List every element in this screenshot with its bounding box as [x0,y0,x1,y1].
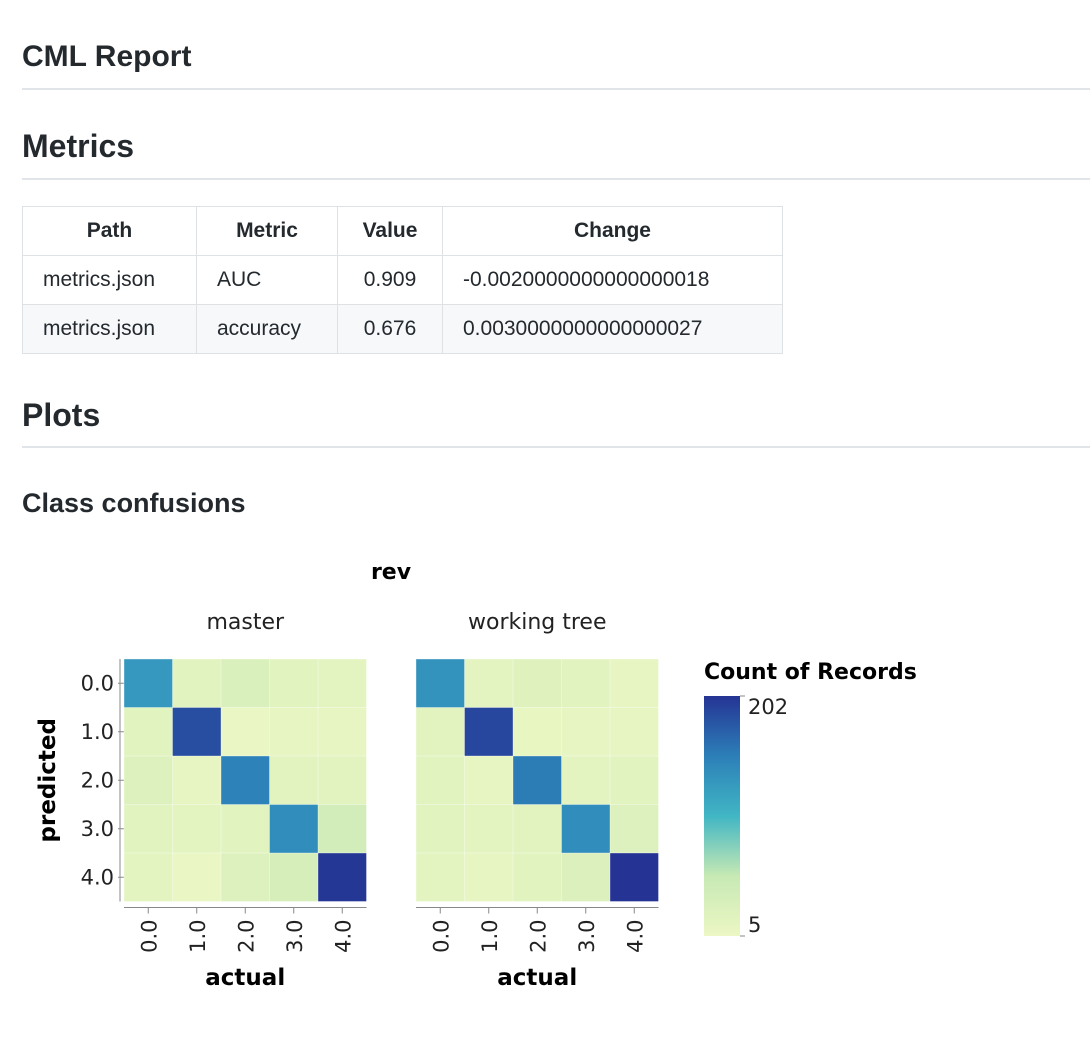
heatmap-cell [561,659,610,708]
table-header-row: Path Metric Value Change [22,206,783,256]
x-tick-label: 4.0 [623,920,647,953]
heatmap-cell [416,756,465,805]
cell-value: 0.676 [337,304,443,354]
heatmap-cell [221,659,270,708]
heatmap-cell [124,707,173,756]
heatmap-cell [318,853,367,902]
confusion-matrix-chart: rev predicted 0.0 1.0 2.0 3.0 4.0 master 0.0 1.0 2… [35,560,917,991]
legend-min-label: 5 [748,913,761,937]
cell-path: metrics.json [22,304,197,354]
legend-gradient [704,696,740,936]
heatmap-cell [172,756,221,805]
cell-path: metrics.json [22,255,197,305]
heatmap-cell [221,756,270,805]
heatmap-cell [124,756,173,805]
y-tick-label: 0.0 [81,671,114,695]
heatmap-cell [269,659,318,708]
table-row: metrics.json accuracy 0.676 0.0030000000… [22,304,783,354]
heatmap-cell [269,853,318,902]
cell-metric: AUC [196,255,338,305]
heatmap-cell [561,853,610,902]
heatmap-cell [610,756,659,805]
heatmap-cell [513,804,562,853]
heatmap-cell [124,659,173,708]
title-divider [22,88,1090,90]
heatmap-cell [221,707,270,756]
heatmap-cell [610,804,659,853]
heatmap-cell [269,756,318,805]
x-tick-label: 3.0 [575,920,599,953]
cell-change: -0.0020000000000000018 [442,255,783,305]
heatmap-cell [610,707,659,756]
facet-title: rev [371,560,412,585]
heatmap-cell [318,756,367,805]
heatmap-cell [124,853,173,902]
facet-label: master [206,610,285,635]
heatmap-cell [269,804,318,853]
facet-label: working tree [468,610,607,635]
cell-change: 0.0030000000000000027 [442,304,783,354]
heatmap-cell [172,804,221,853]
x-axis-title: actual [497,965,577,991]
legend-title: Count of Records [704,660,917,685]
heatmap-cell [318,659,367,708]
heatmap-cell [416,707,465,756]
x-tick-label: 4.0 [331,920,355,953]
plots-divider [22,446,1090,448]
metrics-table: Path Metric Value Change metrics.json AU… [22,206,783,354]
heatmap-cell [416,804,465,853]
x-tick-label: 2.0 [234,920,258,953]
metrics-divider [22,178,1090,180]
column-header-metric: Metric [196,206,338,256]
y-tick-label: 2.0 [81,768,114,792]
x-tick-label: 0.0 [429,920,453,953]
heatmap-cell [124,804,173,853]
y-tick-label: 3.0 [81,817,114,841]
heatmap-cell [561,756,610,805]
table-row: metrics.json AUC 0.909 -0.00200000000000… [22,255,783,305]
heatmap-cell [221,804,270,853]
heatmap-cell [513,707,562,756]
heatmap-cell [318,804,367,853]
heatmap-cell [464,659,513,708]
plots-heading: Plots [22,397,101,433]
cell-value: 0.909 [337,255,443,305]
heatmap-cell [464,853,513,902]
heatmap-cell [513,853,562,902]
heatmap-cell [172,659,221,708]
heatmap-cell [561,707,610,756]
heatmap-cell [416,853,465,902]
heatmap-cell [610,659,659,708]
x-tick-label: 3.0 [283,920,307,953]
y-axis-title: predicted [35,718,61,842]
heatmap-cell [513,756,562,805]
column-header-value: Value [337,206,443,256]
report-title: CML Report [22,40,192,73]
x-tick-label: 0.0 [137,920,161,953]
heatmap-cell [464,756,513,805]
plot-title: Class confusions [22,488,246,518]
heatmap-cell [513,659,562,708]
metrics-heading: Metrics [22,128,135,164]
heatmap-cell [221,853,270,902]
heatmap-cell [561,804,610,853]
heatmap-cell [464,804,513,853]
column-header-change: Change [442,206,783,256]
y-tick-label: 1.0 [81,720,114,744]
x-tick-label: 1.0 [186,920,210,953]
heatmap-cell [269,707,318,756]
x-tick-label: 2.0 [526,920,550,953]
heatmap-cell [172,853,221,902]
x-tick-label: 1.0 [478,920,502,953]
column-header-path: Path [22,206,197,256]
heatmap-cell [172,707,221,756]
cell-metric: accuracy [196,304,338,354]
heatmap-cell [464,707,513,756]
heatmap-cell [610,853,659,902]
legend-max-label: 202 [748,695,788,719]
x-axis-title: actual [205,965,285,991]
heatmap-cell [318,707,367,756]
y-tick-label: 4.0 [81,865,114,889]
heatmap-cell [416,659,465,708]
